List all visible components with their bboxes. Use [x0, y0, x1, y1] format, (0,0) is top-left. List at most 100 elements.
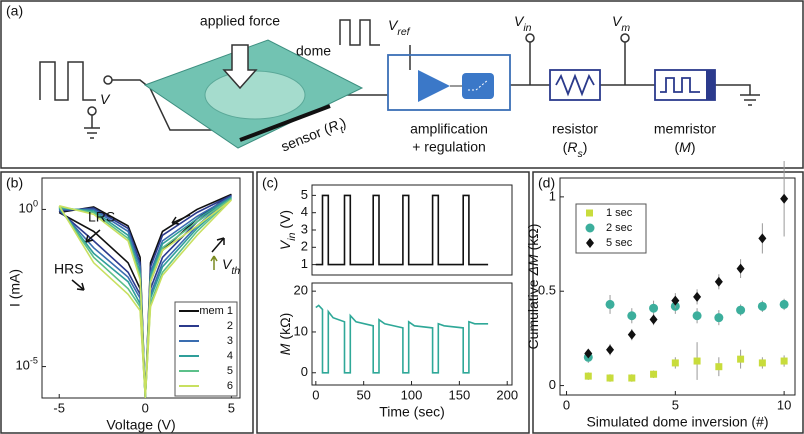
terminal: [87, 106, 97, 116]
text-part: Cumulative: [525, 279, 541, 349]
legend-label: 3: [227, 335, 233, 347]
x-axis-label: Time (sec): [379, 404, 445, 420]
x-tick-label: 100: [401, 387, 423, 402]
y-tick-label: 4: [301, 204, 308, 219]
plot-frame: [41, 177, 241, 399]
legend-swatch: [586, 238, 594, 248]
tick-base: 10: [15, 358, 29, 373]
annotation-arrow: [171, 214, 191, 225]
legend-label: 5: [227, 365, 233, 377]
text-part: ref: [397, 26, 410, 38]
x-tick-label: -5: [53, 400, 65, 415]
annotation: HRS: [54, 261, 84, 277]
annotation-arrow: [71, 279, 85, 291]
text-part: th: [231, 265, 240, 277]
marker: [584, 372, 592, 380]
memristor-symbol: (M): [674, 139, 695, 155]
marker: [736, 305, 746, 315]
regulator-icon: [468, 79, 489, 91]
marker: [650, 370, 658, 378]
marker: [606, 344, 615, 355]
panel-label: (b): [6, 175, 23, 191]
plot-frame: [311, 184, 513, 276]
marker: [758, 233, 767, 244]
data-line: [58, 193, 232, 399]
plot-frame: [559, 177, 796, 396]
x-tick-label: 5: [228, 400, 235, 415]
text-part: V: [222, 256, 233, 272]
text-part: R: [567, 139, 577, 155]
marker: [692, 311, 702, 321]
terminal: [620, 33, 630, 43]
amp-label: amplification: [410, 121, 488, 137]
annotation-arrow: [85, 229, 101, 243]
regulator: [462, 73, 494, 99]
text-part: sensor: [279, 124, 324, 155]
data-line: [58, 199, 232, 399]
legend-label: mem 1: [199, 305, 233, 317]
text-part: in: [523, 22, 531, 34]
terminal: [103, 75, 113, 85]
annotation-arrow: [211, 237, 225, 253]
legend-swatch: [586, 209, 593, 217]
text-part: in: [286, 232, 298, 240]
annotation: LRS: [88, 209, 115, 225]
marker: [693, 357, 701, 365]
marker: [627, 311, 637, 321]
marker: [715, 363, 723, 371]
x-axis-label: Voltage (V): [106, 417, 175, 433]
y-tick-label: 2: [301, 239, 308, 254]
text-part: (V): [277, 210, 293, 229]
x-tick-label: 0: [312, 387, 319, 402]
text-part: (: [563, 139, 568, 155]
panel-frame: [532, 171, 804, 434]
plot-frame: [311, 282, 513, 386]
amp-label: + regulation: [412, 139, 486, 155]
marker: [628, 374, 636, 382]
legend-label: 5 sec: [606, 237, 633, 249]
text-part: ): [691, 139, 696, 155]
dome-label: dome: [296, 43, 331, 59]
tick-exponent: -5: [30, 356, 38, 366]
force-label: applied force: [200, 13, 280, 29]
x-tick-label: 0: [142, 400, 149, 415]
y-axis-label: Cumulative ΔM (kΩ): [525, 224, 541, 350]
panel-label: (c): [262, 175, 278, 191]
data-line: [315, 304, 489, 374]
text-part: V: [277, 239, 293, 250]
x-tick-label: 10: [777, 397, 791, 412]
marker: [693, 291, 702, 302]
y-tick-label: 0: [301, 364, 308, 379]
text-part: M: [679, 139, 691, 155]
text-part: (kΩ): [277, 313, 293, 340]
marker: [606, 374, 614, 382]
amp-box: [387, 54, 511, 111]
pulse-wave: [339, 19, 380, 46]
marker: [779, 299, 789, 309]
y-tick-label: 10: [294, 323, 308, 338]
data-line: [58, 198, 232, 399]
text-part: V: [100, 91, 111, 107]
memristor-band: [706, 70, 715, 100]
resistor-icon: [555, 73, 595, 97]
resistor-label: resistor: [552, 121, 598, 137]
legend-label: 4: [227, 350, 233, 362]
marker: [584, 348, 593, 359]
vref-label: Vref: [388, 17, 411, 38]
force-arrow: [222, 44, 258, 90]
vin-label: Vin: [514, 13, 532, 34]
data-line: [58, 195, 232, 399]
y-tick-label: 10-5: [15, 356, 38, 373]
text-part: (kΩ): [525, 224, 541, 251]
amplifier: [418, 70, 450, 102]
y-tick-label: 0: [549, 377, 556, 392]
text-part: ): [583, 139, 588, 155]
marker: [671, 359, 679, 367]
text-part: V: [612, 13, 623, 29]
legend-label: 6: [227, 380, 233, 392]
dome: [204, 70, 306, 120]
data-line: [315, 194, 489, 266]
sensor-strip: [239, 104, 331, 142]
y-tick-label: 3: [301, 221, 308, 236]
